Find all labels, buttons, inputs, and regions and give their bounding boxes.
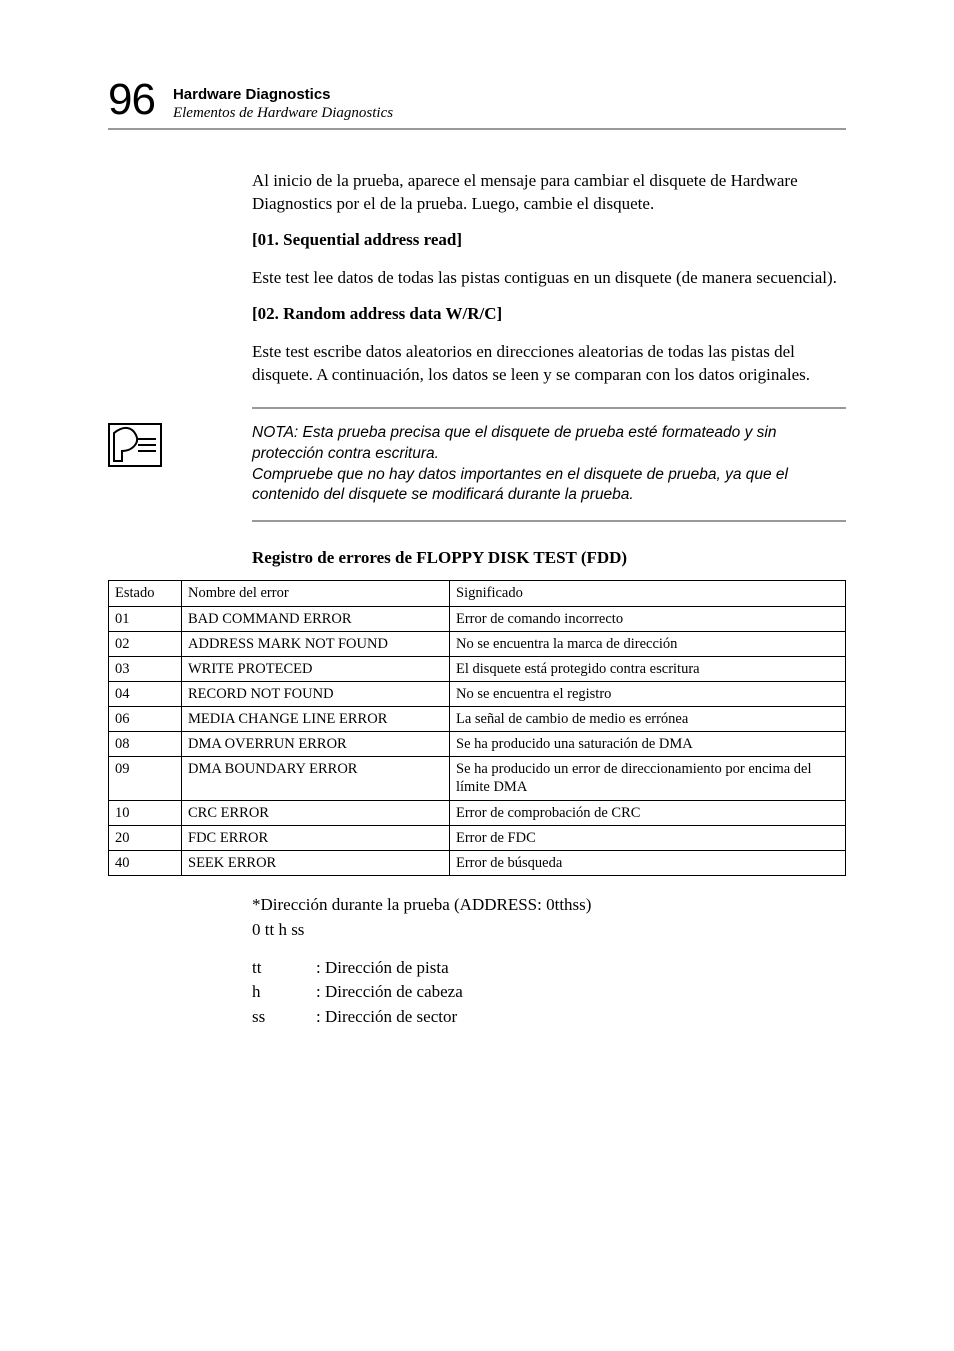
cell-significado: Se ha producido una saturación de DMA <box>450 732 846 757</box>
cell-nombre: RECORD NOT FOUND <box>182 681 450 706</box>
section-01-heading: [01. Sequential address read] <box>252 230 846 250</box>
note-block: NOTA: Esta prueba precisa que el disquet… <box>252 407 846 523</box>
table-heading: Registro de errores de FLOPPY DISK TEST … <box>252 548 846 568</box>
section-02: [02. Random address data W/R/C] Este tes… <box>252 304 846 387</box>
address-block: *Dirección durante la prueba (ADDRESS: 0… <box>252 894 846 1030</box>
table-row: 10 CRC ERROR Error de comprobación de CR… <box>109 800 846 825</box>
table-row: 02 ADDRESS MARK NOT FOUND No se encuentr… <box>109 631 846 656</box>
header-title-bold: Hardware Diagnostics <box>173 86 393 104</box>
table-header-row: Estado Nombre del error Significado <box>109 581 846 606</box>
section-01: [01. Sequential address read] Este test … <box>252 230 846 290</box>
cell-nombre: FDC ERROR <box>182 825 450 850</box>
header-titles: Hardware Diagnostics Elementos de Hardwa… <box>173 86 393 122</box>
table-row: 06 MEDIA CHANGE LINE ERROR La señal de c… <box>109 707 846 732</box>
cell-significado: La señal de cambio de medio es errónea <box>450 707 846 732</box>
cell-significado: Error de FDC <box>450 825 846 850</box>
th-significado: Significado <box>450 581 846 606</box>
cell-estado: 03 <box>109 656 182 681</box>
address-key: tt <box>252 956 316 981</box>
page-number: 96 <box>108 78 155 122</box>
table-row: 03 WRITE PROTECED El disquete está prote… <box>109 656 846 681</box>
header-title-italic: Elementos de Hardware Diagnostics <box>173 104 393 122</box>
address-value: : Dirección de pista <box>316 956 449 981</box>
page-header: 96 Hardware Diagnostics Elementos de Har… <box>108 78 846 130</box>
table-row: 08 DMA OVERRUN ERROR Se ha producido una… <box>109 732 846 757</box>
note-row: NOTA: Esta prueba precisa que el disquet… <box>252 423 846 507</box>
cell-nombre: MEDIA CHANGE LINE ERROR <box>182 707 450 732</box>
cell-significado: Error de comprobación de CRC <box>450 800 846 825</box>
note-icon <box>108 423 162 472</box>
address-row: h : Dirección de cabeza <box>252 980 846 1005</box>
page: 96 Hardware Diagnostics Elementos de Har… <box>0 0 954 1351</box>
table-body: 01 BAD COMMAND ERROR Error de comando in… <box>109 606 846 875</box>
cell-estado: 01 <box>109 606 182 631</box>
address-key: ss <box>252 1005 316 1030</box>
section-02-heading: [02. Random address data W/R/C] <box>252 304 846 324</box>
th-estado: Estado <box>109 581 182 606</box>
cell-significado: Se ha producido un error de direccionami… <box>450 757 846 800</box>
cell-significado: No se encuentra el registro <box>450 681 846 706</box>
address-line1: *Dirección durante la prueba (ADDRESS: 0… <box>252 894 846 917</box>
error-table: Estado Nombre del error Significado 01 B… <box>108 580 846 876</box>
address-key: h <box>252 980 316 1005</box>
note-line2: Compruebe que no hay datos importantes e… <box>252 466 788 504</box>
cell-estado: 08 <box>109 732 182 757</box>
section-01-body: Este test lee datos de todas las pistas … <box>252 267 846 290</box>
address-line2: 0 tt h ss <box>252 919 846 942</box>
note-line1: NOTA: Esta prueba precisa que el disquet… <box>252 424 776 462</box>
cell-significado: El disquete está protegido contra escrit… <box>450 656 846 681</box>
cell-nombre: WRITE PROTECED <box>182 656 450 681</box>
section-02-body: Este test escribe datos aleatorios en di… <box>252 341 846 387</box>
table-row: 09 DMA BOUNDARY ERROR Se ha producido un… <box>109 757 846 800</box>
cell-nombre: ADDRESS MARK NOT FOUND <box>182 631 450 656</box>
table-row: 40 SEEK ERROR Error de búsqueda <box>109 850 846 875</box>
cell-estado: 02 <box>109 631 182 656</box>
address-row: ss : Dirección de sector <box>252 1005 846 1030</box>
cell-nombre: DMA OVERRUN ERROR <box>182 732 450 757</box>
address-value: : Dirección de cabeza <box>316 980 463 1005</box>
table-row: 01 BAD COMMAND ERROR Error de comando in… <box>109 606 846 631</box>
note-rule-top <box>252 407 846 409</box>
cell-nombre: SEEK ERROR <box>182 850 450 875</box>
cell-significado: Error de búsqueda <box>450 850 846 875</box>
cell-nombre: BAD COMMAND ERROR <box>182 606 450 631</box>
cell-nombre: CRC ERROR <box>182 800 450 825</box>
address-row: tt : Dirección de pista <box>252 956 846 981</box>
cell-estado: 06 <box>109 707 182 732</box>
cell-estado: 09 <box>109 757 182 800</box>
cell-estado: 20 <box>109 825 182 850</box>
note-rule-bottom <box>252 520 846 522</box>
cell-significado: No se encuentra la marca de dirección <box>450 631 846 656</box>
intro-paragraph: Al inicio de la prueba, aparece el mensa… <box>252 170 846 216</box>
note-text: NOTA: Esta prueba precisa que el disquet… <box>252 423 846 507</box>
content-column: Al inicio de la prueba, aparece el mensa… <box>252 170 846 1030</box>
cell-nombre: DMA BOUNDARY ERROR <box>182 757 450 800</box>
th-nombre: Nombre del error <box>182 581 450 606</box>
table-row: 20 FDC ERROR Error de FDC <box>109 825 846 850</box>
cell-estado: 40 <box>109 850 182 875</box>
cell-significado: Error de comando incorrecto <box>450 606 846 631</box>
address-list: tt : Dirección de pista h : Dirección de… <box>252 956 846 1030</box>
table-row: 04 RECORD NOT FOUND No se encuentra el r… <box>109 681 846 706</box>
cell-estado: 04 <box>109 681 182 706</box>
cell-estado: 10 <box>109 800 182 825</box>
address-value: : Dirección de sector <box>316 1005 457 1030</box>
